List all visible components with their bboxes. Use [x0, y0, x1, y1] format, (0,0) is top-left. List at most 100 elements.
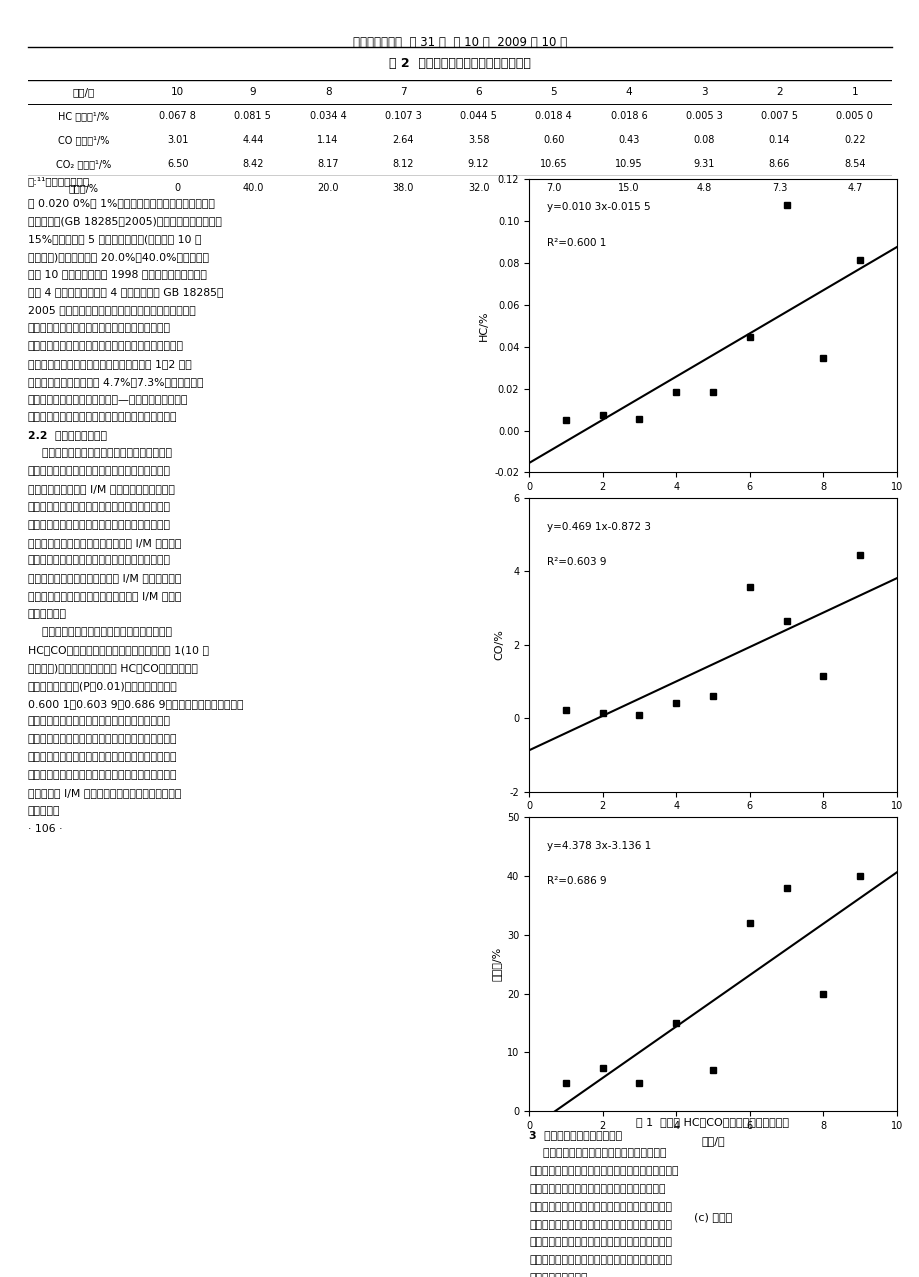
Text: 10.95: 10.95: [615, 160, 642, 170]
Text: 0.007 5: 0.007 5: [760, 111, 797, 121]
Text: 的轻型车)，超标率介于 20.0%～40.0%。但是，车: 的轻型车)，超标率介于 20.0%～40.0%。但是，车: [28, 252, 209, 262]
Text: 注:¹¹均为体积分数。: 注:¹¹均为体积分数。: [28, 176, 90, 186]
Text: 0.005 3: 0.005 3: [686, 111, 722, 121]
Text: 车随着行驶里程增加劣化明显，说明 I/M 制度没有: 车随着行驶里程增加劣化明显，说明 I/M 制度没有: [28, 538, 181, 548]
Text: y=4.378 3x-3.136 1: y=4.378 3x-3.136 1: [547, 840, 651, 850]
Text: 10.65: 10.65: [539, 160, 567, 170]
Text: 1: 1: [851, 87, 857, 97]
Text: 很不够，导致车辆随着行驶里程的增加，污染物排放: 很不够，导致车辆随着行驶里程的增加，污染物排放: [28, 752, 177, 762]
Text: 随着车龄延长、车辆行驶里程增加，机动车的: 随着车龄延长、车辆行驶里程增加，机动车的: [28, 448, 172, 458]
Text: 0.14: 0.14: [768, 135, 789, 146]
Text: 0.081 5: 0.081 5: [234, 111, 271, 121]
X-axis label: 车龄/年: 车龄/年: [700, 1137, 724, 1147]
Text: 供基础数据。: 供基础数据。: [28, 609, 66, 619]
Text: 是正常趋势。良好的 I/M 制度通过强制性的检测: 是正常趋势。良好的 I/M 制度通过强制性的检测: [28, 484, 175, 494]
Text: 为分析车辆的劣化规律，对统计车辆的车龄和: 为分析车辆的劣化规律，对统计车辆的车龄和: [28, 627, 172, 637]
Text: 0.018 6: 0.018 6: [610, 111, 647, 121]
Text: 4.44: 4.44: [242, 135, 263, 146]
Text: 0.067 8: 0.067 8: [159, 111, 196, 121]
Text: 2005 要求，原因可能来自于样本数较少，从而导致与: 2005 要求，原因可能来自于样本数较少，从而导致与: [28, 305, 195, 315]
Text: 20.0: 20.0: [317, 183, 338, 193]
Text: 4.7: 4.7: [846, 183, 861, 193]
Text: 9: 9: [249, 87, 255, 97]
Text: 图 1  车龄与 HC、CO、超标率的相关性分析: 图 1 车龄与 HC、CO、超标率的相关性分析: [636, 1117, 789, 1128]
Text: 7.3: 7.3: [771, 183, 787, 193]
Text: 38.0: 38.0: [392, 183, 414, 193]
Text: 推进重庆市 I/M 制度的实施，加强对在用车辆的维: 推进重庆市 I/M 制度的实施，加强对在用车辆的维: [28, 788, 181, 798]
Text: HC 平均值¹/%: HC 平均值¹/%: [58, 111, 109, 121]
Text: 守交通法规的问题。: 守交通法规的问题。: [528, 1273, 587, 1277]
X-axis label: 车龄/年: 车龄/年: [700, 817, 724, 827]
Text: 状况恶化，加剧了对环境空气的污染。可以考虑加强: 状况恶化，加剧了对环境空气的污染。可以考虑加强: [28, 770, 177, 780]
Text: 超标率/%: 超标率/%: [69, 183, 98, 193]
Text: 起到应有的作用；反之，若机动车随着行驶里程增: 起到应有的作用；反之，若机动车随着行驶里程增: [28, 555, 170, 566]
Text: 32.0: 32.0: [468, 183, 489, 193]
Text: 果，可见对车辆的劣化水平分析可以为 I/M 制度提: 果，可见对车辆的劣化水平分析可以为 I/M 制度提: [28, 591, 181, 601]
Text: 表 2  不同车龄的轻型车污染物排放统计: 表 2 不同车龄的轻型车污染物排放统计: [389, 57, 530, 70]
Text: 4.8: 4.8: [696, 183, 711, 193]
Text: 和维修，可以缓解车辆劣化趋势，将污染物排放控: 和维修，可以缓解车辆劣化趋势，将污染物排放控: [28, 502, 170, 512]
Text: 城市汽车大量排放污染物的主要原因是车辆: 城市汽车大量排放污染物的主要原因是车辆: [528, 1148, 665, 1158]
Text: 加没有明显的劣化趋势，则说明 I/M 制度产生了效: 加没有明显的劣化趋势，则说明 I/M 制度产生了效: [28, 573, 181, 584]
Text: 8.42: 8.42: [242, 160, 264, 170]
Text: 落后等问题；三是解决人们树立环境保护意识、遵: 落后等问题；三是解决人们树立环境保护意识、遵: [528, 1255, 671, 1266]
Text: · 106 ·: · 106 ·: [28, 824, 62, 834]
Title: (b) CO: (b) CO: [695, 893, 730, 903]
Text: 15%。而车龄在 5 年以上的轻型车(除车龄为 10 年: 15%。而车龄在 5 年以上的轻型车(除车龄为 10 年: [28, 234, 201, 244]
Text: y=0.469 1x-0.872 3: y=0.469 1x-0.872 3: [547, 521, 651, 531]
Text: 5: 5: [550, 87, 557, 97]
Y-axis label: HC/%: HC/%: [478, 310, 488, 341]
Text: 0.22: 0.22: [843, 135, 865, 146]
Y-axis label: 超标率/%: 超标率/%: [491, 948, 501, 981]
Title: (c) 超标率: (c) 超标率: [693, 1212, 732, 1222]
Text: 0.044 5: 0.044 5: [460, 111, 496, 121]
Text: 2.64: 2.64: [392, 135, 414, 146]
Text: 放；其次是解决城市道路交通拥挤、城市路网的布: 放；其次是解决城市道路交通拥挤、城市路网的布: [528, 1220, 671, 1230]
Text: 7: 7: [400, 87, 406, 97]
Text: 出厂排放污染物达标、禁止不合格车辆出厂和销售。: 出厂排放污染物达标、禁止不合格车辆出厂和销售。: [28, 412, 177, 423]
Text: 0.600 1、0.603 9、0.686 9。由此说明，重庆市主城区: 0.600 1、0.603 9、0.686 9。由此说明，重庆市主城区: [28, 699, 243, 709]
Text: 0.018 4: 0.018 4: [535, 111, 572, 121]
Text: 1.14: 1.14: [317, 135, 338, 146]
Text: 0.034 4: 0.034 4: [310, 111, 346, 121]
Text: 现，应加强对新车的监管和生产—致性核准，保证新车: 现，应加强对新车的监管和生产—致性核准，保证新车: [28, 395, 187, 405]
Text: 0.60: 0.60: [542, 135, 564, 146]
Text: 统计 4 个检测点共检测到 4 辆，全部达到 GB 18285－: 统计 4 个检测点共检测到 4 辆，全部达到 GB 18285－: [28, 287, 223, 298]
Text: 车龄除外)。结果发现，车龄和 HC、CO、超标率均呈: 车龄除外)。结果发现，车龄和 HC、CO、超标率均呈: [28, 663, 198, 673]
Text: R²=0.600 1: R²=0.600 1: [547, 238, 607, 248]
Text: 车辆的劣化规律是较明显的。这基本符合车辆的劣: 车辆的劣化规律是较明显的。这基本符合车辆的劣: [28, 716, 170, 727]
Text: 0: 0: [175, 183, 180, 193]
Y-axis label: CO/%: CO/%: [494, 630, 504, 660]
Text: 可能出现污染物排放浓度低的情况。车龄为 1，2 年的: 可能出现污染物排放浓度低的情况。车龄为 1，2 年的: [28, 359, 191, 369]
Text: 化规律，同时也说明车主对机动车的维护保养意识还: 化规律，同时也说明车主对机动车的维护保养意识还: [28, 734, 177, 744]
Text: 路拥挤有关。解决城市汽车大量排放污染物的问: 路拥挤有关。解决城市汽车大量排放污染物的问: [528, 1184, 664, 1194]
Text: 10: 10: [171, 87, 184, 97]
Text: 6: 6: [475, 87, 482, 97]
Text: 污染物排放浓度也相应提高，这一现象称为劣化，: 污染物排放浓度也相应提高，这一现象称为劣化，: [28, 466, 170, 476]
Text: 车龄/年: 车龄/年: [73, 87, 95, 97]
Text: 制在合理的水平。若新车污染物排放浓度低，机动: 制在合理的水平。若新车污染物排放浓度低，机动: [28, 520, 170, 530]
Text: 显著的线性正相关(P＜0.01)，相关系数分别为: 显著的线性正相关(P＜0.01)，相关系数分别为: [28, 681, 177, 691]
Text: 排放限值》(GB 18285－2005)要求，超标率也不超过: 排放限值》(GB 18285－2005)要求，超标率也不超过: [28, 216, 221, 226]
Text: HC、CO、超标率进行相关性分析，结果见图 1(10 年: HC、CO、超标率进行相关性分析，结果见图 1(10 年: [28, 645, 209, 655]
Text: 龄为 10 年的轻型车，即 1998 年登记的轻型车，此次: 龄为 10 年的轻型车，即 1998 年登记的轻型车，此次: [28, 269, 206, 280]
Text: 4: 4: [625, 87, 631, 97]
Text: 实际情况出现不符。不同车主对车辆的保养程度不: 实际情况出现不符。不同车主对车辆的保养程度不: [28, 323, 170, 333]
Text: 汽车，其超标率分别达到 4.7%、7.3%。由此可以发: 汽车，其超标率分别达到 4.7%、7.3%。由此可以发: [28, 377, 203, 387]
X-axis label: 车龄/年: 车龄/年: [700, 498, 724, 508]
Text: y=0.010 3x-0.015 5: y=0.010 3x-0.015 5: [547, 202, 651, 212]
Text: 8.12: 8.12: [392, 160, 414, 170]
Text: 0.08: 0.08: [693, 135, 714, 146]
Text: 9.31: 9.31: [693, 160, 714, 170]
Text: 0.005 0: 0.005 0: [835, 111, 872, 121]
Text: R²=0.603 9: R²=0.603 9: [547, 557, 607, 567]
Text: 8.54: 8.54: [843, 160, 865, 170]
Text: CO₂ 平均值¹/%: CO₂ 平均值¹/%: [56, 160, 111, 170]
Title: (a) HC: (a) HC: [695, 573, 730, 584]
Text: 8.66: 8.66: [768, 160, 789, 170]
Text: 0.43: 0.43: [618, 135, 639, 146]
Text: 护和保养。: 护和保养。: [28, 806, 60, 816]
Text: 7.0: 7.0: [546, 183, 561, 193]
Text: 8.17: 8.17: [317, 160, 338, 170]
Text: 环境污染与防治  第 31 卷  第 10 期  2009 年 10 月: 环境污染与防治 第 31 卷 第 10 期 2009 年 10 月: [353, 36, 566, 49]
